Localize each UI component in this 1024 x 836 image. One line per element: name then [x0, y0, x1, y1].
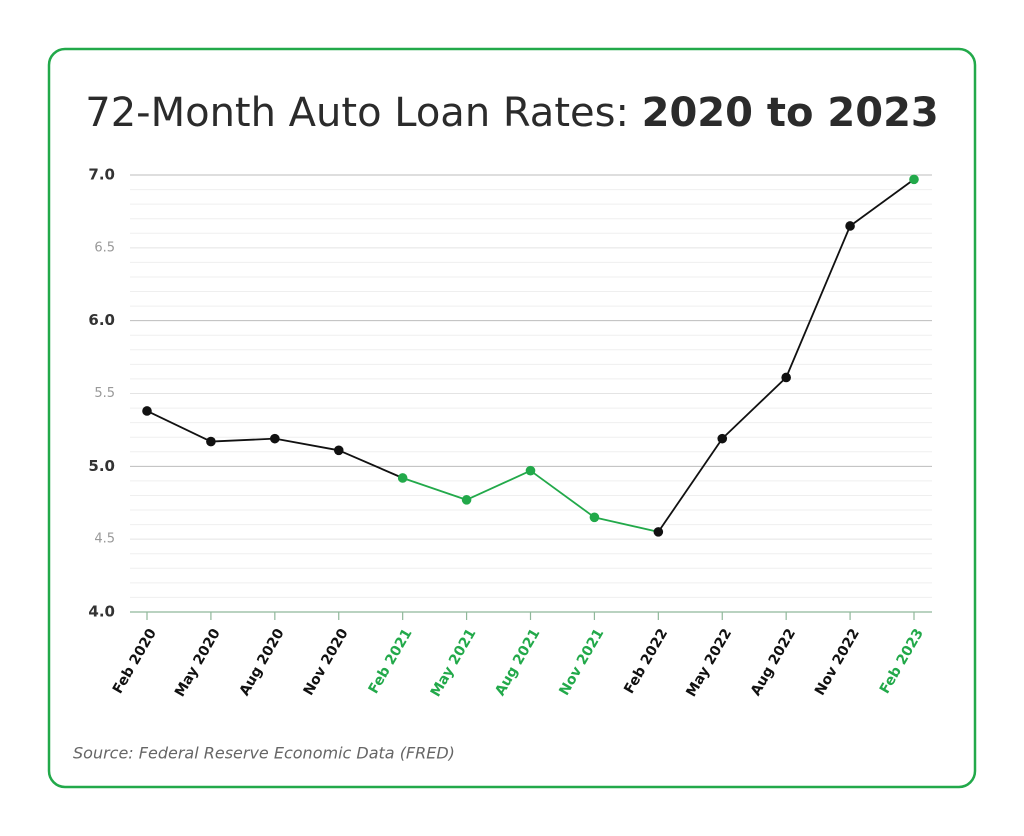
line-segment	[529, 469, 595, 519]
data-point	[909, 174, 919, 185]
y-tick-label: 5.5	[94, 386, 115, 401]
line-segment	[657, 438, 723, 533]
y-tick-label: 5.0	[88, 457, 115, 475]
title-emphasis: 2020 to 2023	[642, 90, 939, 136]
y-tick-label: 6.5	[94, 240, 115, 255]
title-text: 72-Month Auto Loan Rates:	[85, 90, 629, 136]
data-point	[461, 495, 472, 505]
chart-title: 72-Month Auto Loan Rates: 2020 to 2023	[85, 90, 939, 136]
data-point	[653, 527, 664, 537]
line-segment	[466, 469, 531, 501]
data-point	[206, 436, 216, 447]
data-point	[270, 433, 280, 444]
y-tick-label: 6.0	[88, 311, 115, 329]
data-point	[589, 512, 600, 523]
data-point	[717, 433, 728, 444]
data-point	[845, 221, 855, 231]
line-segment	[849, 178, 915, 227]
line-segment	[146, 410, 212, 443]
line-segment	[594, 516, 659, 533]
line-segment	[338, 449, 404, 479]
y-tick-label: 7.0	[88, 166, 115, 184]
line-segment	[402, 477, 467, 501]
source-note: Source: Federal Reserve Economic Data (F…	[73, 744, 455, 763]
y-tick-label: 4.5	[94, 532, 115, 547]
y-tick-label: 4.0	[88, 603, 115, 621]
data-point	[525, 465, 536, 476]
line-segment	[210, 437, 275, 443]
line-segment	[721, 376, 787, 440]
line-segment	[274, 437, 339, 452]
data-point	[781, 372, 791, 383]
data-point	[333, 445, 344, 456]
line-segment	[785, 225, 851, 378]
data-point	[142, 406, 152, 416]
data-point	[397, 473, 408, 483]
